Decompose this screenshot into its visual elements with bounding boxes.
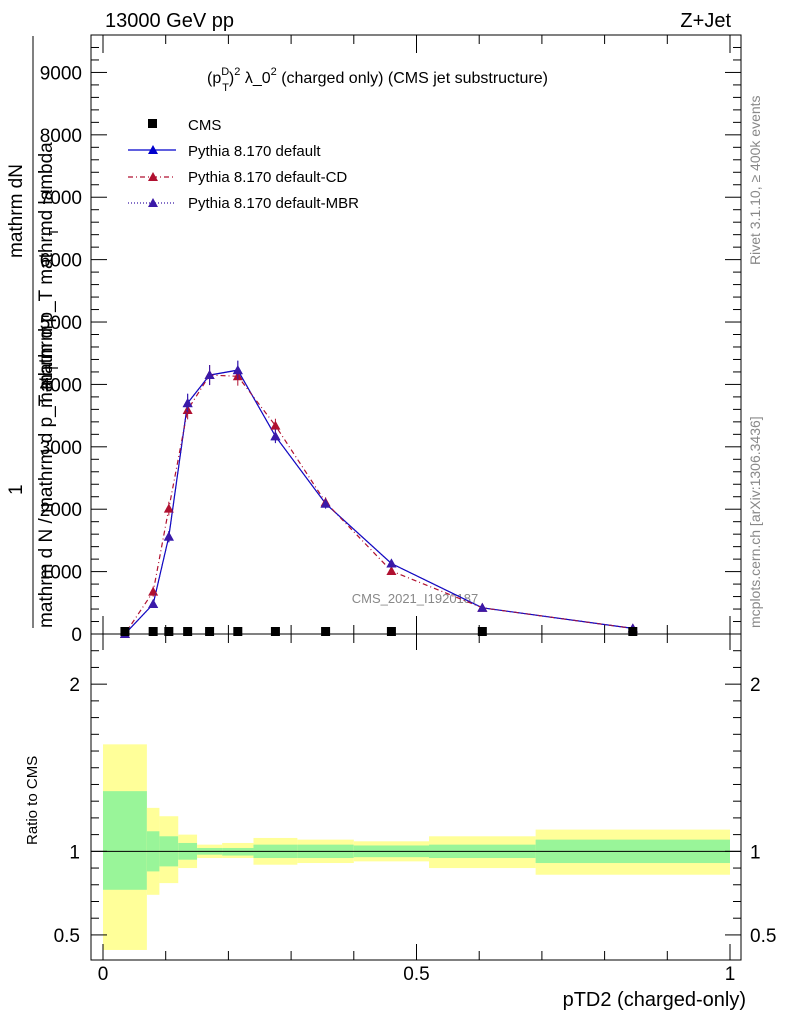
x-tick-label: 1 bbox=[725, 964, 736, 985]
rivet-version-label: Rivet 3.1.10, ≥ 400k events bbox=[747, 95, 763, 265]
series-default-cd-marker bbox=[163, 503, 174, 513]
ratio-y-label: Ratio to CMS bbox=[24, 756, 41, 845]
ratio-y-tick-labels: 0.5 0.5 1 1 2 2 bbox=[54, 675, 777, 947]
legend-cms-label: CMS bbox=[188, 117, 221, 134]
cms-data-marker bbox=[477, 627, 487, 637]
series-default-mbr-marker bbox=[386, 558, 397, 568]
series-default-mbr-marker bbox=[320, 498, 331, 508]
cms-data-marker bbox=[183, 627, 193, 637]
main-y-tick-label: 0 bbox=[71, 625, 82, 646]
main-y-tick-labels: 0 1000 2000 3000 4000 5000 6000 7000 8000 9000 bbox=[40, 63, 82, 646]
legend-cd-label: Pythia 8.170 default-CD bbox=[188, 169, 347, 186]
y-axis-label: mathrm dN mathrm d p_T mathrmd lambda T … bbox=[6, 36, 61, 628]
process-label: Z+Jet bbox=[680, 10, 731, 32]
ratio-uncertainty-band-inner bbox=[103, 791, 147, 890]
analysis-watermark: CMS_2021_I1920187 bbox=[352, 591, 479, 606]
main-y-tick-label: 6000 bbox=[40, 251, 82, 272]
legend-default-label: Pythia 8.170 default bbox=[188, 143, 321, 160]
y-label-sub-2: T bbox=[46, 364, 61, 372]
ratio-bands bbox=[103, 744, 730, 950]
cms-data-marker bbox=[120, 627, 130, 637]
series-default-mbr-marker bbox=[232, 365, 243, 375]
cms-data-marker bbox=[386, 627, 396, 637]
ratio-y-tick-label-right: 0.5 bbox=[750, 926, 776, 947]
y-label-line-4: mathrm d N / mathrm d p_T mathrm bbox=[36, 325, 57, 628]
legend-mbr-marker bbox=[148, 198, 158, 207]
main-y-tick-label: 7000 bbox=[40, 188, 82, 209]
series-default-cd-marker bbox=[386, 565, 397, 575]
legend-mbr-label: Pythia 8.170 default-MBR bbox=[188, 195, 359, 212]
ratio-ticks bbox=[91, 634, 741, 960]
cms-data-marker bbox=[628, 627, 638, 637]
legend-cms-marker bbox=[148, 119, 157, 128]
main-plot-data bbox=[119, 360, 638, 638]
cms-data-marker bbox=[148, 627, 158, 637]
series-default-mbr-marker bbox=[163, 531, 174, 541]
ratio-plot-frame bbox=[90, 633, 742, 961]
cms-data-marker bbox=[205, 627, 215, 637]
ratio-y-tick-label: 2 bbox=[69, 675, 80, 696]
cms-data-marker bbox=[270, 627, 280, 637]
energy-label: 13000 GeV pp bbox=[105, 10, 234, 32]
main-y-tick-label: 2000 bbox=[40, 500, 82, 521]
cms-data-marker bbox=[233, 627, 243, 637]
cms-data-marker bbox=[164, 627, 174, 637]
main-y-tick-label: 1000 bbox=[40, 563, 82, 584]
y-label-line-1: mathrm dN bbox=[6, 164, 27, 258]
ratio-y-tick-label-right: 2 bbox=[750, 675, 761, 696]
legend-default-marker bbox=[148, 145, 158, 154]
x-tick-labels: 0 0.5 1 bbox=[98, 964, 736, 985]
series-default-mbr-marker bbox=[270, 431, 281, 441]
plot-title: (pD T)2 λ_02 (charged only) (CMS jet subs… bbox=[207, 66, 548, 94]
legend: CMS Pythia 8.170 default Pythia 8.170 de… bbox=[128, 117, 359, 212]
cms-data-marker bbox=[321, 627, 331, 637]
main-y-tick-label: 5000 bbox=[40, 313, 82, 334]
series-default-cd-marker bbox=[270, 420, 281, 430]
ratio-y-tick-label: 1 bbox=[69, 842, 80, 863]
series-default-cd-marker bbox=[148, 586, 159, 596]
x-axis-label: pTD2 (charged-only) bbox=[563, 989, 746, 1011]
y-label-one: 1 bbox=[6, 484, 27, 495]
y-label-line-2: mathrm d p_T mathrmd lambda bbox=[36, 142, 57, 408]
x-tick-label: 0.5 bbox=[403, 964, 429, 985]
main-y-tick-label: 3000 bbox=[40, 438, 82, 459]
legend-cd-marker bbox=[148, 172, 158, 181]
main-y-tick-label: 4000 bbox=[40, 375, 82, 396]
ratio-y-tick-label-right: 1 bbox=[750, 842, 761, 863]
ratio-y-tick-label: 0.5 bbox=[54, 926, 80, 947]
series-default-mbr-marker bbox=[204, 370, 215, 380]
mcplots-reference-label: mcplots.cern.ch [arXiv:1306.3436] bbox=[747, 416, 763, 628]
x-tick-label: 0 bbox=[98, 964, 109, 985]
main-y-tick-label: 9000 bbox=[40, 63, 82, 84]
main-ticks bbox=[91, 34, 741, 635]
series-default-mbr-marker bbox=[477, 602, 488, 612]
series-default-mbr-marker bbox=[148, 599, 159, 609]
main-y-tick-label: 8000 bbox=[40, 126, 82, 147]
y-label-sub-1: T bbox=[46, 228, 61, 236]
series-default-mbr-marker bbox=[182, 398, 193, 408]
